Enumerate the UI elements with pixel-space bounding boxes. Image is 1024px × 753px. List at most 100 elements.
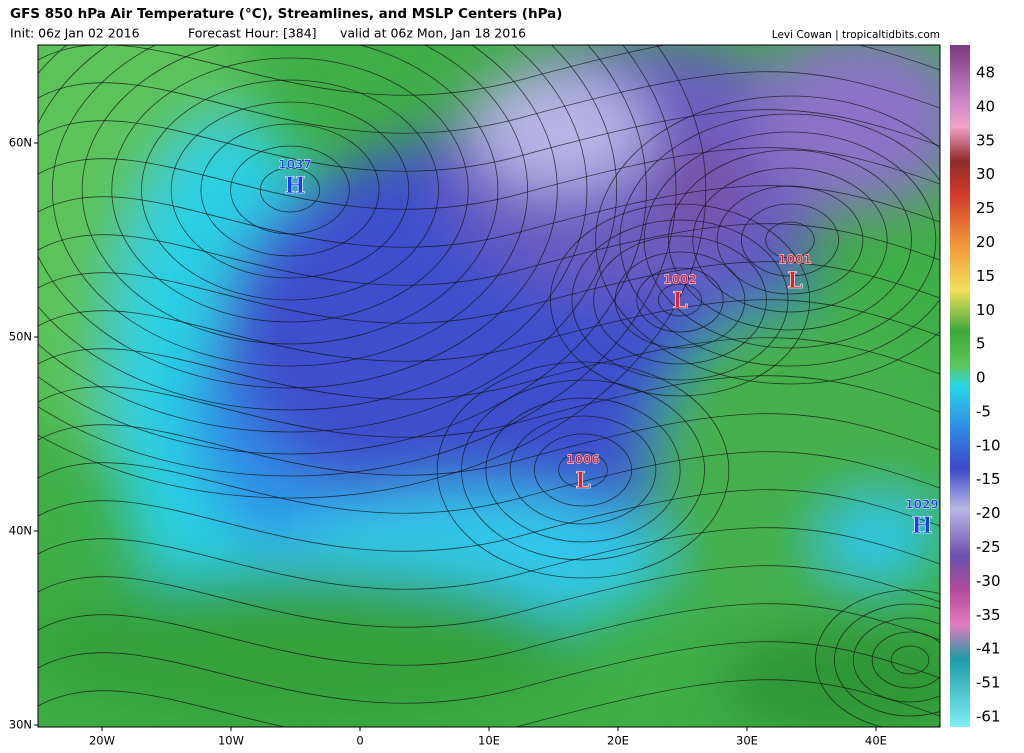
streamline [38,71,940,134]
streamlines [38,45,940,727]
pressure-center-type: L [672,288,687,314]
colorbar-label: 15 [976,267,995,285]
streamline [668,149,912,331]
lat-label: 50N [9,330,32,344]
pressure-center-type: H [285,173,306,199]
streamline [558,451,608,489]
streamline [38,45,677,477]
colorbar-label: -20 [976,504,1001,522]
streamline [81,45,499,345]
streamline [692,167,888,313]
streamline [485,397,681,543]
colorbar-label: 20 [976,233,995,251]
colorbar-label: 40 [976,97,995,115]
streamline [38,565,940,628]
pressure-center-type: H [912,513,933,539]
lat-label: 60N [9,136,32,150]
colorbar [950,45,970,727]
streamline [461,379,705,561]
streamline [38,45,618,433]
streamline [38,337,940,400]
lon-label: 10E [478,734,500,748]
streamline [658,283,703,317]
valid-time: valid at 06z Mon, Jan 18 2016 [340,26,526,41]
streamline [815,589,940,727]
streamline [509,415,657,525]
streamline [38,261,940,324]
temperature-field [38,45,940,727]
colorbar-label: -10 [976,436,1001,454]
lon-label: 20W [89,734,115,748]
streamline [741,203,840,277]
lon-label: 0 [356,734,363,748]
pressure-value: 1037 [278,158,311,172]
colorbar-label: -61 [976,708,1001,726]
streamline [111,57,469,323]
lat-label: 40N [9,524,32,538]
streamline [259,167,321,213]
pressure-value: 1006 [566,453,599,467]
colorbar-label: 48 [976,64,995,82]
map-field [38,45,940,727]
colorbar-label: -51 [976,674,1001,692]
streamline [643,131,937,349]
colorbar-label: 30 [976,165,995,183]
pressure-value: 1001 [778,253,811,267]
colorbar-label: -41 [976,640,1001,658]
streamline [38,451,940,514]
colorbar-label: 10 [976,301,995,319]
forecast-hour: Forecast Hour: [384] [188,26,317,41]
streamline [38,185,940,248]
streamline [141,79,439,301]
streamline [38,413,940,476]
title: GFS 850 hPa Air Temperature (°C), Stream… [10,6,562,22]
lon-label: 20E [607,734,629,748]
streamline [852,617,940,703]
streamline [200,123,380,257]
lon-label: 10W [218,734,244,748]
streamline [595,95,940,385]
streamline [38,147,940,210]
streamline [52,45,528,367]
streamline [38,223,940,286]
pressure-value: 1029 [905,498,938,512]
streamline [38,489,940,552]
streamline [38,527,940,590]
streamline [38,679,940,727]
colorbar-label: 25 [976,199,995,217]
colorbar-label: -5 [976,402,991,420]
lon-label: 40E [865,734,887,748]
streamline [834,603,940,717]
streamline [436,361,730,579]
streamline [38,45,647,455]
pressure-center-type: L [575,468,590,494]
streamline [38,45,588,411]
streamline [38,299,940,362]
streamline [871,631,940,689]
colorbar-label: -25 [976,538,1001,556]
colorbar-label: -30 [976,572,1001,590]
streamline [170,101,410,279]
colorbar-label: -35 [976,606,1001,624]
lat-label: 30N [9,718,32,732]
streamline [765,221,815,259]
colorbar-label: -15 [976,470,1001,488]
streamline [38,641,940,704]
streamline [38,375,940,438]
streamline [38,45,940,96]
pressure-center-type: L [787,268,802,294]
colorbar-label: 0 [976,369,986,387]
colorbar-label: 5 [976,335,986,353]
pressure-value: 1002 [663,273,696,287]
streamline [38,45,558,389]
credit: Levi Cowan | tropicaltidbits.com [772,29,940,41]
streamline [38,109,940,172]
streamline [619,113,940,367]
colorbar-label: 35 [976,131,995,149]
streamline [636,267,724,333]
init-time: Init: 06z Jan 02 2016 [10,26,140,41]
streamline [38,603,940,666]
streamline [890,645,930,675]
lon-label: 30E [736,734,758,748]
